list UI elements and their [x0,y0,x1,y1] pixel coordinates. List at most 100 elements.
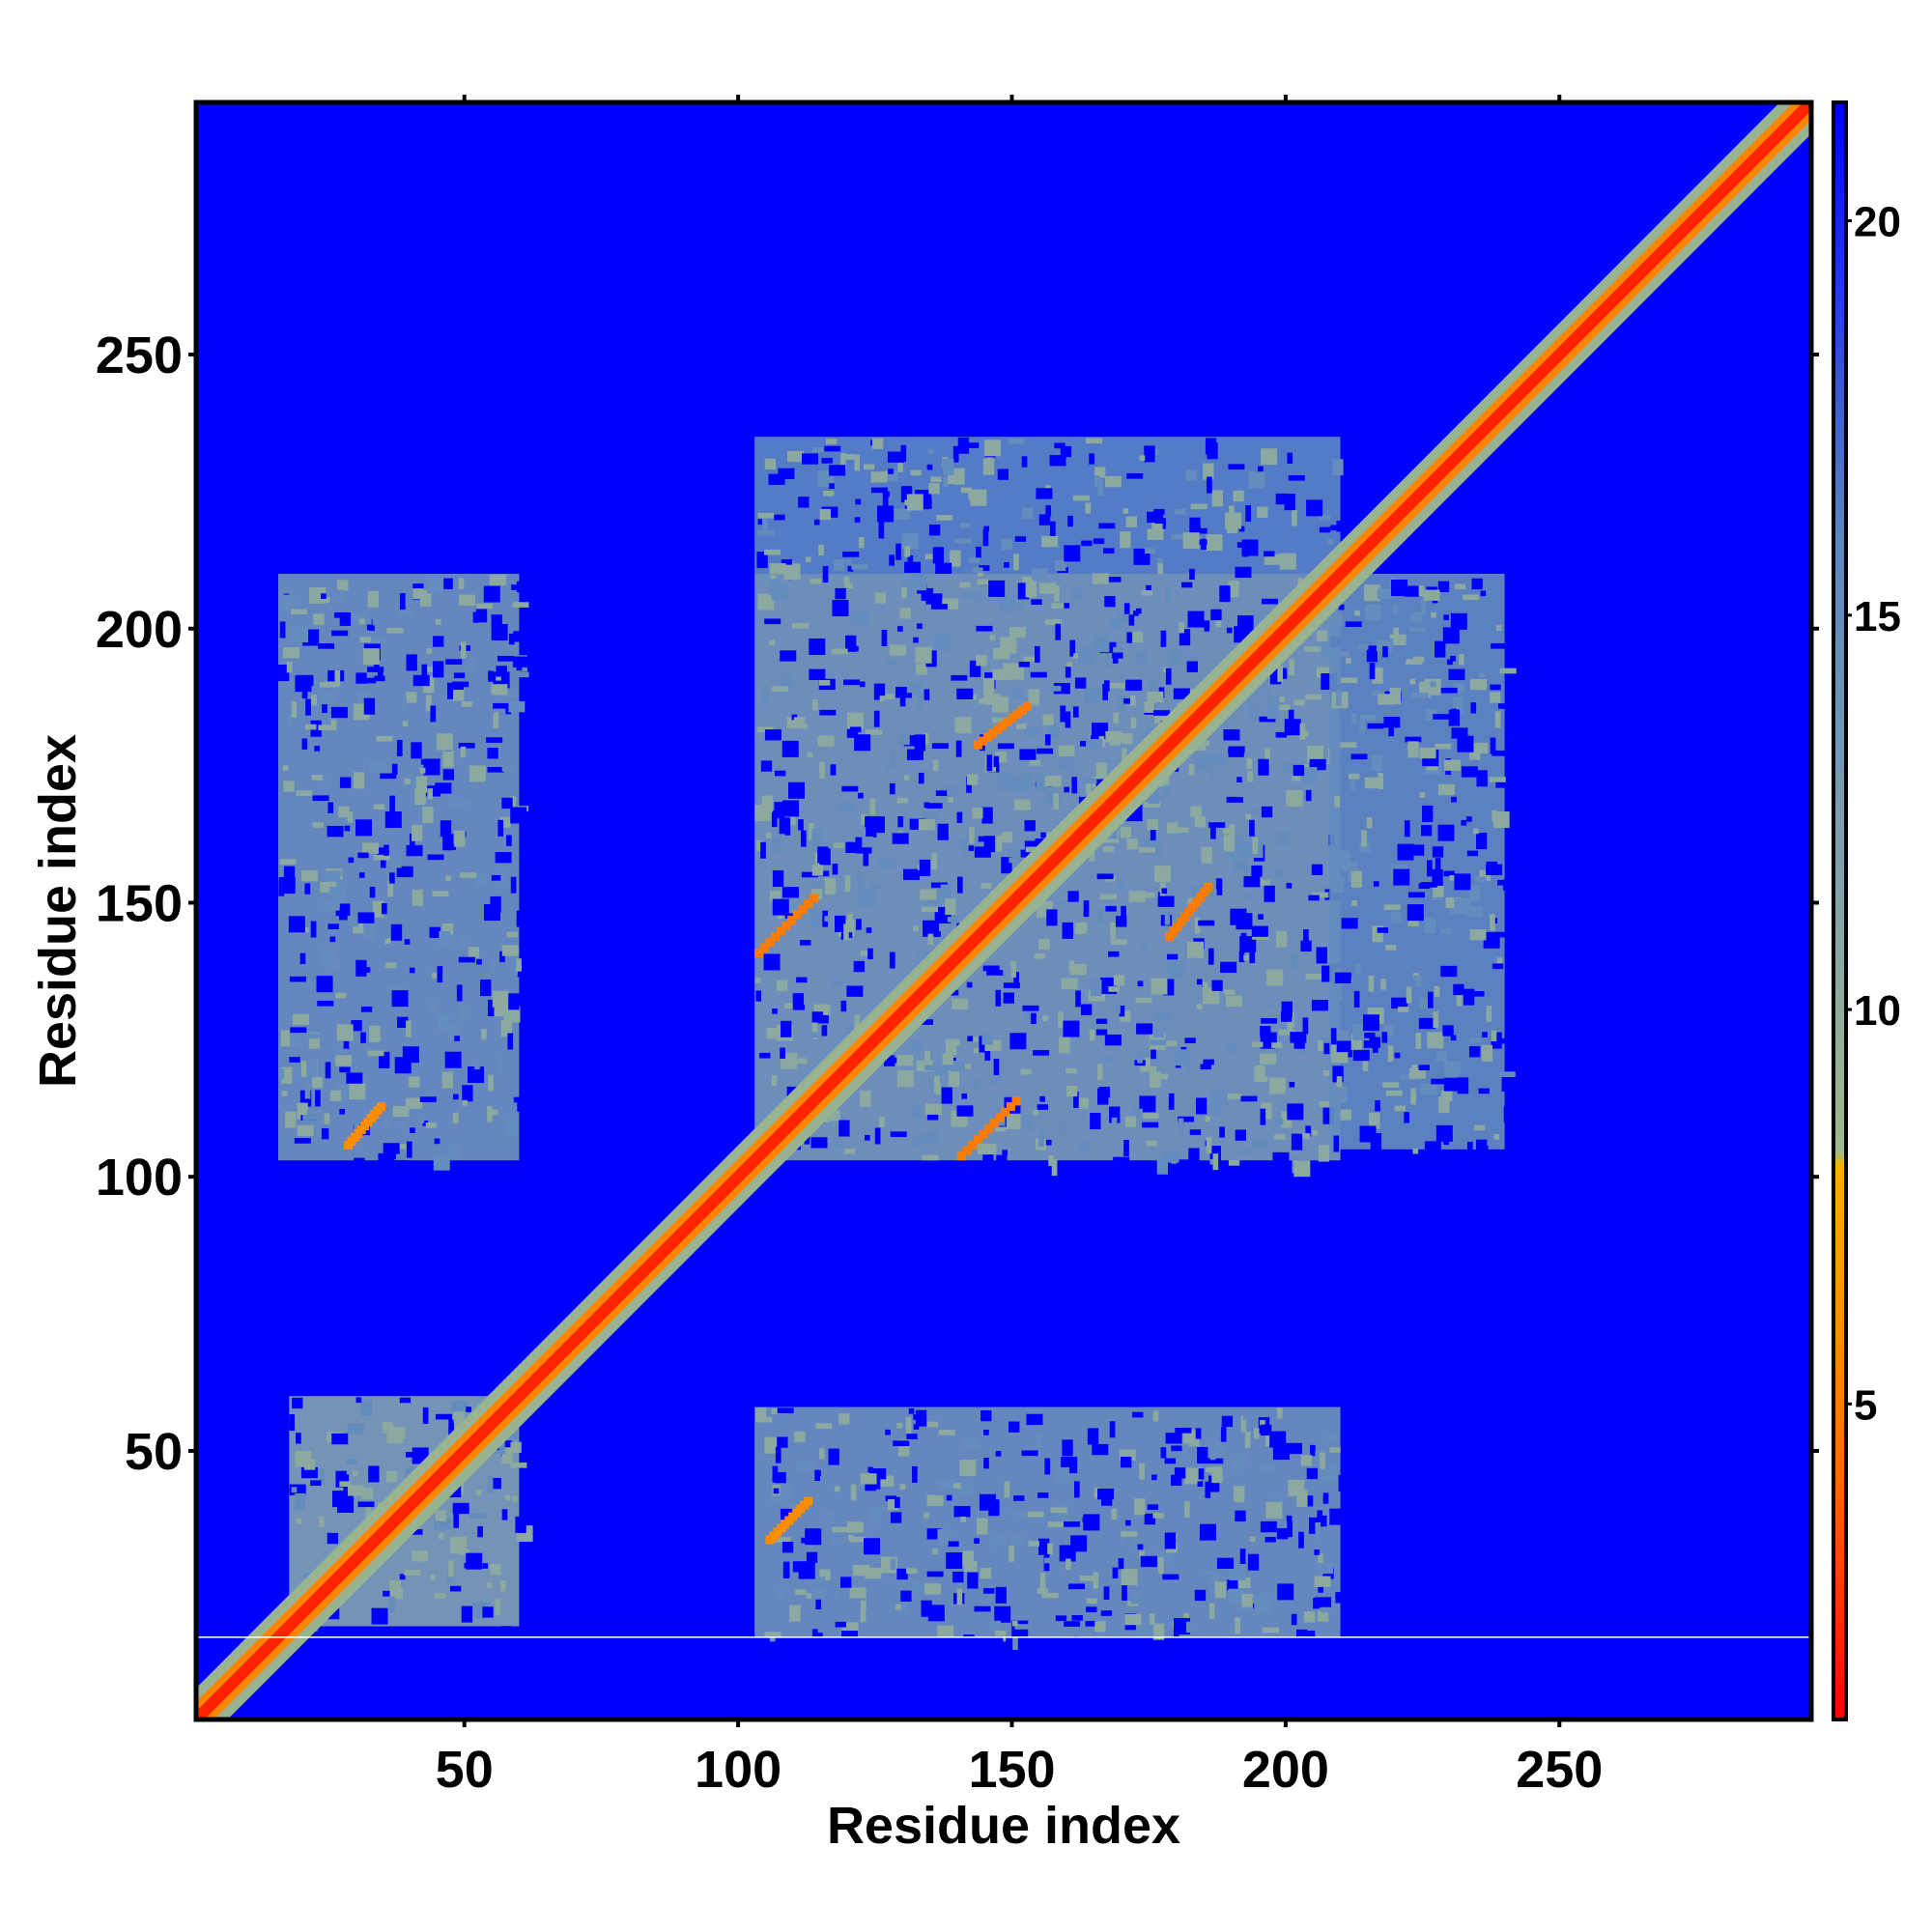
heatmap-cell [973,1037,979,1042]
heatmap-cell [318,643,335,649]
heatmap-cell [1094,1118,1101,1129]
heatmap-cell [1264,1536,1276,1543]
heatmap-cell [1291,1613,1297,1626]
heatmap-cell [419,589,432,607]
heatmap-cell [919,859,931,876]
heatmap-cell [1275,867,1282,879]
heatmap-cell [996,1154,1008,1172]
heatmap-cell [1017,582,1030,600]
heatmap-cell [1045,485,1051,491]
heatmap-cell [817,846,829,864]
heatmap-cell [1261,1102,1272,1120]
heatmap-cell [279,621,286,639]
heatmap-cell [1037,1492,1049,1498]
heatmap-cell [876,1506,894,1513]
heatmap-cell [1170,648,1181,655]
heatmap-cell [1461,766,1478,778]
heatmap-cell [1443,1074,1461,1092]
heatmap-cell [335,1084,348,1101]
heatmap-cell [977,579,988,585]
heatmap-cell [793,717,806,724]
heatmap-cell [1228,748,1245,754]
heatmap-cell [1311,1000,1328,1011]
heatmap-cell [829,483,835,490]
heatmap-cell [1121,1456,1132,1468]
heatmap-cell [764,729,781,741]
heatmap-cell [817,1633,823,1650]
heatmap-cell [396,739,403,756]
heatmap-cell [896,1422,903,1429]
heatmap-cell [798,1562,815,1579]
heatmap-cell [466,1406,471,1412]
heatmap-cell [895,1604,901,1610]
heatmap-cell [910,574,927,591]
heatmap-cell [1214,1581,1227,1599]
heatmap-cell [854,454,861,471]
heatmap-cell [506,1119,518,1136]
heatmap-cell [1185,1065,1192,1072]
heatmap-cell [1366,816,1373,829]
heatmap-cell [1118,878,1124,891]
heatmap-cell [1010,960,1016,978]
heatmap-cell [475,603,493,610]
heatmap-cell [459,935,470,947]
heatmap-cell [1203,463,1214,480]
heatmap-cell [976,546,981,558]
heatmap-cell [1212,1153,1219,1171]
heatmap-cell [1393,627,1399,644]
heatmap-cell [1350,779,1356,790]
heatmap-cell [386,1427,404,1444]
heatmap-cell [983,836,995,853]
heatmap-cell [877,1475,895,1487]
heatmap-cell [757,593,775,611]
heatmap-cell [354,1157,365,1169]
heatmap-cell [1196,527,1208,534]
heatmap-cell [1345,621,1362,628]
heatmap-cell [1013,972,1020,989]
heatmap-cell [983,1458,989,1469]
heatmap-cell [496,674,501,681]
heatmap-cell [1242,1414,1249,1420]
heatmap-cell [1350,753,1368,760]
heatmap-cell [1179,1159,1196,1171]
heatmap-cell [1141,589,1153,596]
secondary-contact-cell [993,724,1003,734]
heatmap-cell [1023,725,1040,737]
heatmap-cell [373,900,384,918]
heatmap-cell [1303,1611,1316,1623]
heatmap-cell [764,458,777,470]
heatmap-cell [1016,724,1022,730]
heatmap-cell [993,648,1010,660]
heatmap-cell [1293,764,1305,777]
heatmap-cell [812,446,824,453]
heatmap-cell [1013,1495,1025,1501]
heatmap-cell [1419,997,1431,1009]
heatmap-cell [335,1470,347,1488]
heatmap-cell [863,849,869,867]
heatmap-cell [1124,1613,1142,1626]
heatmap-cell [924,1103,942,1115]
heatmap-cell [506,835,512,846]
heatmap-cell [1046,909,1058,926]
heatmap-cell [1160,1040,1178,1047]
heatmap-cell [952,1571,964,1583]
heatmap-cell [1104,596,1116,608]
heatmap-cell [1033,1050,1050,1056]
heatmap-cell [363,923,375,941]
heatmap-cell [1235,1129,1247,1141]
heatmap-cell [940,786,957,798]
heatmap-cell [488,999,499,1016]
heatmap-cell [1089,453,1094,465]
heatmap-cell [366,619,373,631]
heatmap-cell [1443,870,1455,877]
heatmap-cell [469,1513,487,1519]
heatmap-cell [401,697,407,709]
heatmap-cell [817,735,835,747]
heatmap-cell [1435,743,1452,750]
heatmap-cell [918,1137,923,1144]
heatmap-cell [905,1417,912,1435]
heatmap-cell [1471,742,1489,754]
heatmap-cell [1349,773,1360,780]
heatmap-cell [1137,980,1144,987]
heatmap-cell [1199,1523,1216,1541]
